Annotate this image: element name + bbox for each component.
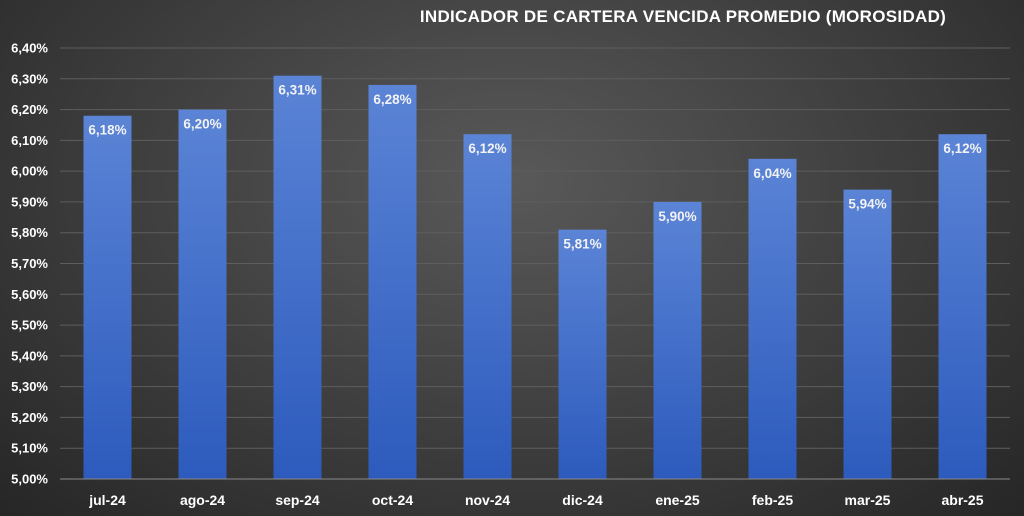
y-tick-label: 6,30% — [11, 71, 48, 86]
x-tick-label: oct-24 — [372, 492, 413, 508]
x-tick-label: dic-24 — [562, 492, 603, 508]
y-axis: 5,00% 5,10% 5,20% 5,30% 5,40% 5,50% 5,60% 5,70%… — [11, 41, 48, 487]
y-tick-label: 6,00% — [11, 164, 48, 179]
y-tick-label: 5,70% — [11, 256, 48, 271]
data-label: 6,04% — [753, 166, 791, 181]
y-tick-label: 5,50% — [11, 318, 48, 333]
data-label: 6,12% — [943, 141, 981, 156]
bar-sep-24 — [273, 75, 322, 479]
y-tick-label: 6,40% — [11, 41, 48, 56]
y-tick-label: 5,40% — [11, 348, 48, 363]
bar-ene-25 — [653, 201, 702, 479]
bars: 6,18% 6,20% 6,31% 6,28% 6,12% 5,81% 5,90% 6,04%… — [83, 75, 987, 480]
bar-dic-24 — [558, 229, 607, 479]
y-tick-label: 6,10% — [11, 133, 48, 148]
bar-oct-24 — [368, 84, 417, 479]
y-tick-label: 5,60% — [11, 287, 48, 302]
y-tick-label: 5,10% — [11, 441, 48, 456]
chart-title: INDICADOR DE CARTERA VENCIDA PROMEDIO (M… — [420, 7, 946, 26]
bar-feb-25 — [748, 158, 797, 480]
x-axis: jul-24 ago-24 sep-24 oct-24 nov-24 dic-24 ene-… — [60, 478, 1010, 508]
bar-abr-25 — [938, 134, 987, 479]
y-tick-label: 6,20% — [11, 102, 48, 117]
data-label: 6,18% — [88, 123, 126, 138]
bar-mar-25 — [843, 189, 892, 479]
data-label: 5,90% — [658, 209, 696, 224]
x-tick-label: nov-24 — [465, 492, 510, 508]
x-tick-label: ago-24 — [180, 492, 225, 508]
x-tick-label: sep-24 — [275, 492, 320, 508]
y-tick-label: 5,30% — [11, 379, 48, 394]
x-tick-label: feb-25 — [752, 492, 793, 508]
data-label: 5,94% — [848, 197, 886, 212]
data-label: 5,81% — [563, 237, 601, 252]
data-label: 6,31% — [278, 83, 316, 98]
y-tick-label: 5,20% — [11, 410, 48, 425]
y-tick-label: 5,00% — [11, 472, 48, 487]
bar-nov-24 — [463, 134, 512, 479]
data-label: 6,28% — [373, 92, 411, 107]
bar-ago-24 — [178, 109, 227, 480]
x-tick-label: mar-25 — [845, 492, 891, 508]
x-tick-label: ene-25 — [655, 492, 700, 508]
bar-jul-24 — [83, 115, 132, 479]
y-tick-label: 5,80% — [11, 225, 48, 240]
y-tick-label: 5,90% — [11, 194, 48, 209]
data-label: 6,20% — [183, 117, 221, 132]
data-label: 6,12% — [468, 141, 506, 156]
x-tick-label: jul-24 — [88, 492, 126, 508]
x-tick-label: abr-25 — [941, 492, 983, 508]
